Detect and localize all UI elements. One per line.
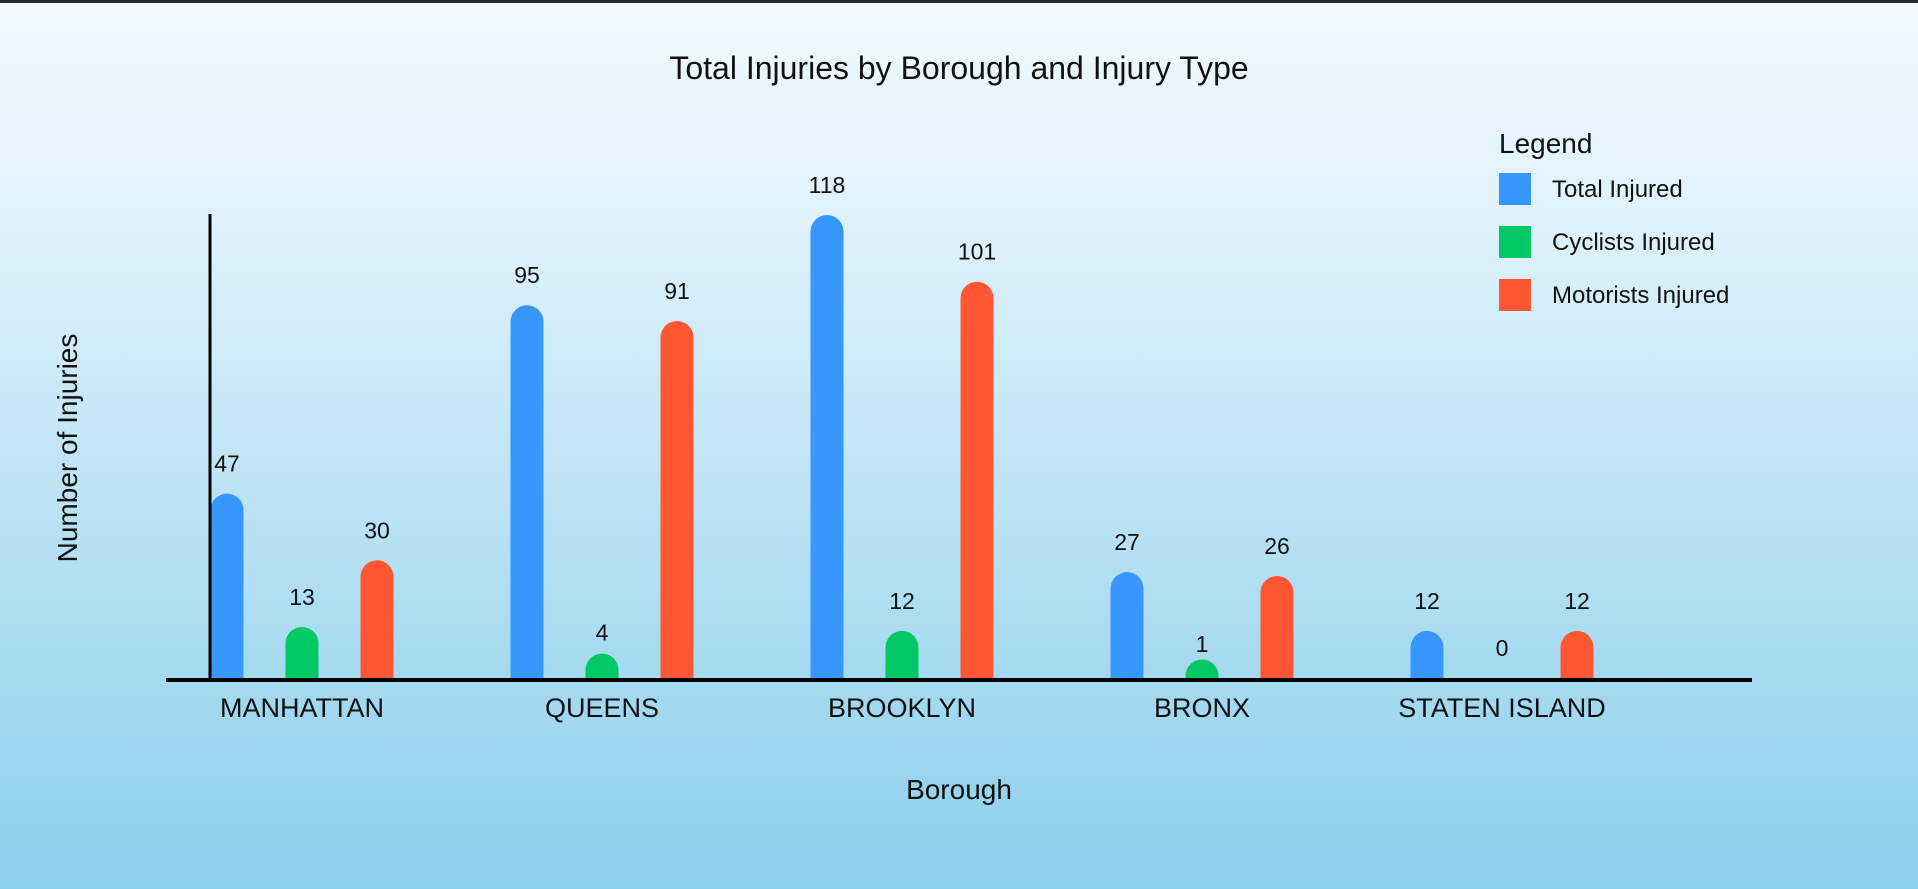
y-axis-title: Number of Injuries [52, 334, 83, 563]
bar-bronx-cyclists-injured [1185, 659, 1219, 678]
bar-staten-island-motorists-injured [1560, 630, 1594, 678]
x-tick-label-brooklyn: BROOKLYN [828, 693, 976, 723]
x-tick-label-bronx: BRONX [1154, 693, 1250, 723]
bar-bronx-total-injured [1110, 572, 1144, 678]
bar-queens-total-injured [510, 305, 544, 678]
value-label-manhattan-cyclists-injured: 13 [289, 584, 315, 610]
bar-bronx-motorists-injured [1260, 575, 1294, 678]
bar-chart: Total Injuries by Borough and Injury Typ… [52, 50, 1752, 805]
value-label-bronx-motorists-injured: 26 [1264, 533, 1290, 559]
legend-swatch-motorists-injured [1499, 279, 1531, 311]
value-label-bronx-cyclists-injured: 1 [1196, 631, 1209, 657]
x-tick-label-staten-island: STATEN ISLAND [1398, 693, 1606, 723]
bar-brooklyn-total-injured [810, 215, 844, 678]
value-label-queens-total-injured: 95 [514, 262, 540, 288]
bar-staten-island-total-injured [1410, 630, 1444, 678]
bar-brooklyn-motorists-injured [960, 281, 994, 678]
value-label-manhattan-total-injured: 47 [214, 451, 240, 477]
legend-label-motorists-injured: Motorists Injured [1552, 282, 1729, 309]
value-label-manhattan-motorists-injured: 30 [364, 517, 390, 543]
x-axis-title: Borough [906, 774, 1012, 805]
value-label-staten-island-motorists-injured: 12 [1564, 588, 1590, 614]
bar-queens-cyclists-injured [585, 653, 619, 678]
value-label-brooklyn-cyclists-injured: 12 [889, 588, 915, 614]
legend-title: Legend [1499, 128, 1592, 159]
x-tick-label-queens: QUEENS [545, 693, 659, 723]
value-label-brooklyn-total-injured: 118 [809, 172, 846, 198]
bar-queens-motorists-injured [660, 320, 694, 678]
bars-layer [210, 215, 1594, 678]
x-tick-labels-layer: MANHATTAN QUEENS BROOKLYN BRONX STATEN ISLAN… [220, 693, 1606, 723]
value-label-queens-cyclists-injured: 4 [596, 619, 609, 645]
value-label-staten-island-cyclists-injured: 0 [1496, 635, 1509, 661]
legend-label-total-injured: Total Injured [1552, 176, 1683, 203]
value-labels-layer: 47 13 30 95 4 91 118 12 101 27 1 26 12 0 12 [214, 172, 1590, 661]
legend-label-cyclists-injured: Cyclists Injured [1552, 229, 1715, 256]
chart-title: Total Injuries by Borough and Injury Typ… [669, 50, 1248, 86]
legend-swatch-cyclists-injured [1499, 226, 1531, 258]
legend-swatch-total-injured [1499, 173, 1531, 205]
value-label-bronx-total-injured: 27 [1114, 529, 1140, 555]
bar-brooklyn-cyclists-injured [885, 630, 919, 678]
value-label-brooklyn-motorists-injured: 101 [958, 239, 996, 265]
value-label-staten-island-total-injured: 12 [1414, 588, 1440, 614]
bar-manhattan-cyclists-injured [285, 626, 319, 678]
value-label-queens-motorists-injured: 91 [664, 278, 690, 304]
legend: Legend Total Injured Cyclists Injured Moto… [1499, 128, 1729, 311]
bar-manhattan-motorists-injured [360, 560, 394, 678]
x-tick-label-manhattan: MANHATTAN [220, 693, 384, 723]
bar-manhattan-total-injured [210, 493, 244, 678]
